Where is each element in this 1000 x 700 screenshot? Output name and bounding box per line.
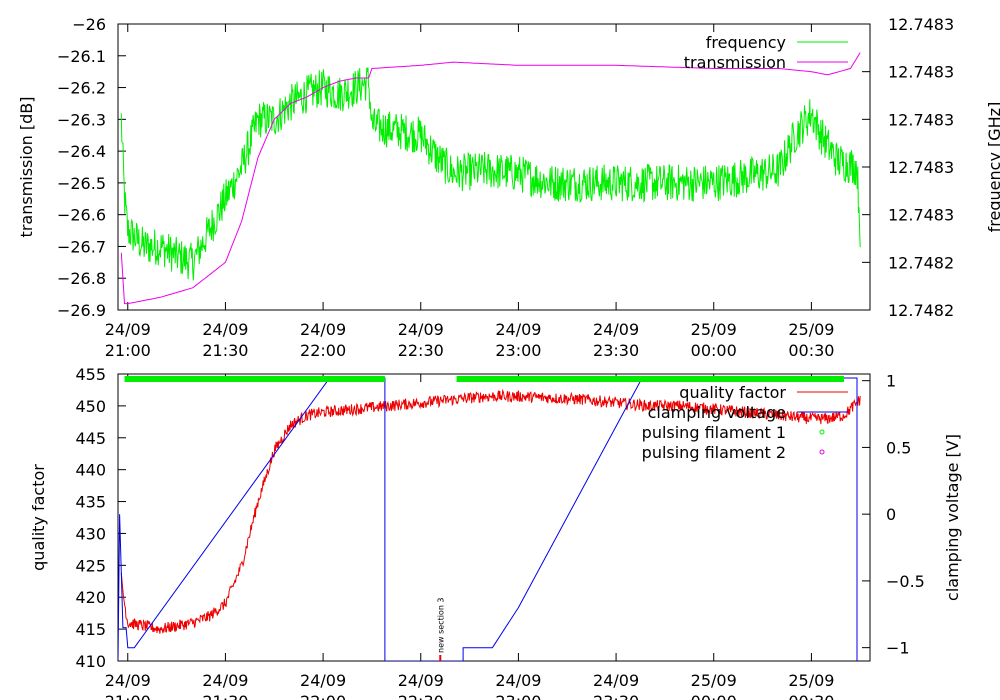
x-tick-label-time: 22:00 [300, 692, 346, 700]
series-transmission-line [120, 52, 861, 305]
y2-axis-label: clamping voltage [V] [943, 434, 962, 601]
series-frequency-line [120, 67, 861, 281]
x-tick-label-date: 24/09 [593, 671, 639, 690]
y2-tick-label: 0.5 [886, 438, 911, 457]
x-tick-label-time: 21:30 [202, 341, 248, 360]
y-tick-label: 410 [75, 652, 106, 671]
y-tick-label: 445 [75, 429, 106, 448]
y-tick-label: −26.6 [57, 206, 106, 225]
y-tick-label: −26.3 [57, 110, 106, 129]
y-tick-label: 425 [75, 556, 106, 575]
legend-pulsing-filament-1-label: pulsing filament 1 [642, 423, 786, 442]
y-tick-label: 420 [75, 588, 106, 607]
x-tick-label-date: 24/09 [202, 671, 248, 690]
x-tick-label-date: 24/09 [105, 671, 151, 690]
y-tick-label: 450 [75, 397, 106, 416]
y-tick-label: 455 [75, 365, 106, 384]
x-tick-label-time: 00:30 [788, 692, 834, 700]
y-tick-label: −26 [72, 15, 106, 34]
x-tick-label-time: 22:30 [398, 341, 444, 360]
y2-tick-label: 0 [886, 505, 896, 524]
y2-tick-label: 12.7483 [888, 15, 954, 34]
x-tick-label-time: 21:30 [202, 692, 248, 700]
x-tick-label-time: 22:30 [398, 692, 444, 700]
x-tick-label-date: 25/09 [788, 320, 834, 339]
y-tick-label: −26.8 [57, 269, 106, 288]
x-tick-label-time: 00:00 [691, 692, 737, 700]
y2-tick-label: −0.5 [886, 572, 925, 591]
y2-tick-label: 12.7483 [888, 206, 954, 225]
y-tick-label: 440 [75, 461, 106, 480]
y-axis-label: quality factor [29, 464, 48, 571]
y2-tick-label: 12.7483 [888, 158, 954, 177]
annotation-label: new section 3 [436, 597, 445, 653]
y2-tick-label: 12.7483 [888, 63, 954, 82]
x-tick-label-time: 00:30 [788, 341, 834, 360]
transmission-frequency-panel: 24/09 21:00 24/09 21:30 24/09 22:00 24/09 22:30… [17, 15, 1000, 360]
x-tick-label-time: 23:00 [495, 341, 541, 360]
x-tick-label-date: 25/09 [691, 671, 737, 690]
plot-area [120, 52, 861, 305]
legend-frequency-label: frequency [706, 33, 786, 52]
legend-clamping-voltage-label: clamping voltage [648, 403, 786, 422]
y-tick-label: −26.7 [57, 237, 106, 256]
x-tick-label-date: 24/09 [398, 320, 444, 339]
x-tick-label-date: 24/09 [300, 320, 346, 339]
y2-tick-label: 1 [886, 372, 896, 391]
x-tick-label-time: 22:00 [300, 341, 346, 360]
x-tick-label-date: 24/09 [300, 671, 346, 690]
y2-tick-label: 12.7483 [888, 110, 954, 129]
x-tick-label-date: 24/09 [593, 320, 639, 339]
x-tick-label-date: 24/09 [495, 671, 541, 690]
y-tick-label: −26.2 [57, 79, 106, 98]
y2-tick-label: −1 [886, 639, 910, 658]
y-tick-label: −26.4 [57, 142, 106, 161]
legend-transmission-label: transmission [684, 53, 786, 72]
plot-area [118, 376, 861, 661]
x-tick-label-time: 21:00 [105, 692, 151, 700]
y2-tick-label: 12.7482 [888, 253, 954, 272]
x-tick-label-date: 24/09 [105, 320, 151, 339]
plot-frame [117, 373, 871, 662]
x-tick-label-time: 23:30 [593, 692, 639, 700]
y2-axis-label: frequency [GHz] [985, 102, 1000, 233]
legend-quality-factor-label: quality factor [679, 383, 786, 402]
x-tick-label-time: 23:30 [593, 341, 639, 360]
x-tick-label-time: 23:00 [495, 692, 541, 700]
x-tick-label-date: 24/09 [398, 671, 444, 690]
x-tick-label-date: 24/09 [202, 320, 248, 339]
x-tick-label-date: 25/09 [788, 671, 834, 690]
y-axis-label: transmission [dB] [17, 97, 36, 238]
series-clamping-voltage-line [118, 377, 858, 661]
quality-factor-voltage-panel: 24/09 21:00 24/09 21:30 24/09 22:00 24/09 22:30… [29, 365, 962, 700]
series-quality-factor-line [120, 388, 861, 634]
legend-pulsing-filament-1-sample [819, 429, 825, 435]
y-tick-label: 435 [75, 493, 106, 512]
x-tick-label-time: 21:00 [105, 341, 151, 360]
legend-pulsing-filament-2-sample [819, 449, 825, 455]
y-tick-label: −26.1 [57, 47, 106, 66]
x-tick-label-time: 00:00 [691, 341, 737, 360]
y-tick-label: 415 [75, 620, 106, 639]
y-tick-label: −26.5 [57, 174, 106, 193]
x-tick-label-date: 25/09 [691, 320, 737, 339]
x-tick-label-date: 24/09 [495, 320, 541, 339]
y2-tick-label: 12.7482 [888, 301, 954, 320]
legend-pulsing-filament-2-label: pulsing filament 2 [642, 443, 786, 462]
y-tick-label: −26.9 [57, 301, 106, 320]
y-tick-label: 430 [75, 524, 106, 543]
